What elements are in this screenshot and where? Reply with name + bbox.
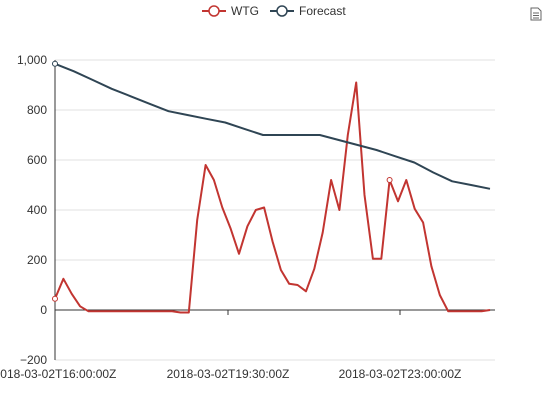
x-tick-label: 2018-03-02T19:30:00Z — [167, 367, 290, 381]
x-tick-label: 2018-03-02T23:00:00Z — [339, 367, 462, 381]
grid-lines — [55, 59, 495, 361]
x-axis: 2018-03-02T16:00:00Z 2018-03-02T19:30:00… — [0, 309, 495, 381]
x-tick-label: 2018-03-02T16:00:00Z — [0, 367, 116, 381]
legend-item-wtg[interactable]: WTG — [202, 4, 259, 18]
y-tick-label: 600 — [27, 153, 47, 167]
series-line-forecast[interactable] — [54, 62, 491, 190]
y-tick-label: 200 — [27, 253, 47, 267]
y-tick-label: −200 — [20, 353, 47, 367]
legend-item-forecast[interactable]: Forecast — [270, 4, 346, 18]
data-point-wtg[interactable] — [52, 295, 58, 302]
legend-label-wtg: WTG — [231, 4, 259, 18]
legend[interactable]: WTG Forecast — [202, 4, 346, 18]
y-axis: −200 0 200 400 600 800 1,000 — [17, 53, 56, 367]
data-point-wtg[interactable] — [386, 177, 393, 183]
series-line-wtg[interactable] — [54, 81, 491, 314]
data-point-forecast[interactable] — [52, 60, 58, 67]
y-tick-label: 0 — [40, 303, 47, 317]
data-view-icon[interactable] — [530, 7, 542, 21]
series-layer — [52, 60, 491, 314]
y-tick-label: 800 — [27, 103, 47, 117]
y-tick-label: 400 — [27, 203, 47, 217]
y-tick-label: 1,000 — [17, 53, 47, 67]
legend-label-forecast: Forecast — [299, 4, 346, 18]
